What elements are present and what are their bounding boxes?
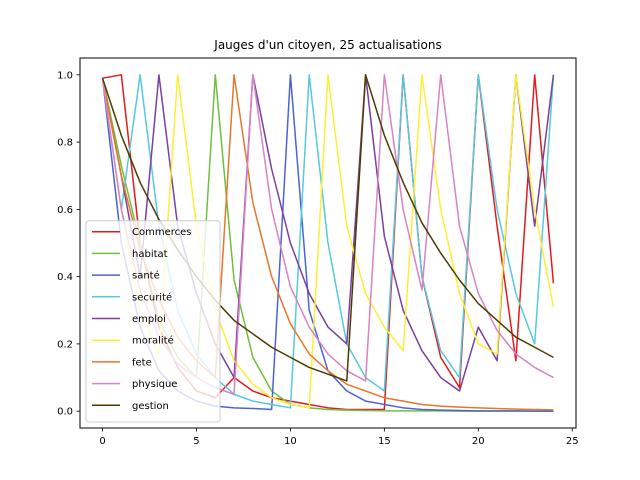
legend-box [85,220,221,423]
chart-title: Jauges d'un citoyen, 25 actualisations [213,38,441,52]
y-tick-label-4: 0.8 [57,138,73,149]
y-axis: 0.0 0.2 0.4 0.6 0.8 1.0 [57,70,80,418]
x-axis: 0 5 10 15 20 25 [99,428,579,447]
y-tick-label-0: 0.0 [57,407,73,418]
legend: Commerces habitat santé securité emploi moral… [85,220,221,423]
legend-label-4: emploi [132,314,166,325]
x-tick-label-1: 5 [193,436,199,447]
y-tick-label-2: 0.4 [57,272,73,283]
y-tick-label-1: 0.2 [57,339,73,350]
legend-label-0: Commerces [132,227,192,238]
y-tick-label-3: 0.6 [57,205,73,216]
x-tick-label-2: 10 [284,436,297,447]
legend-label-2: santé [132,270,160,282]
x-tick-label-4: 20 [472,436,485,447]
legend-label-5: moralité [132,335,174,347]
series-line-5 [101,74,555,409]
legend-label-1: habitat [132,249,168,260]
legend-label-8: gestion [132,401,169,412]
x-tick-label-5: 25 [566,436,579,447]
y-tick-label-5: 1.0 [57,70,73,81]
x-tick-label-3: 15 [378,436,391,447]
legend-label-3: securité [132,291,172,303]
x-tick-label-0: 0 [99,436,105,447]
legend-label-6: fete [132,357,152,368]
plot-frame [79,57,577,429]
legend-label-7: physique [132,379,177,390]
